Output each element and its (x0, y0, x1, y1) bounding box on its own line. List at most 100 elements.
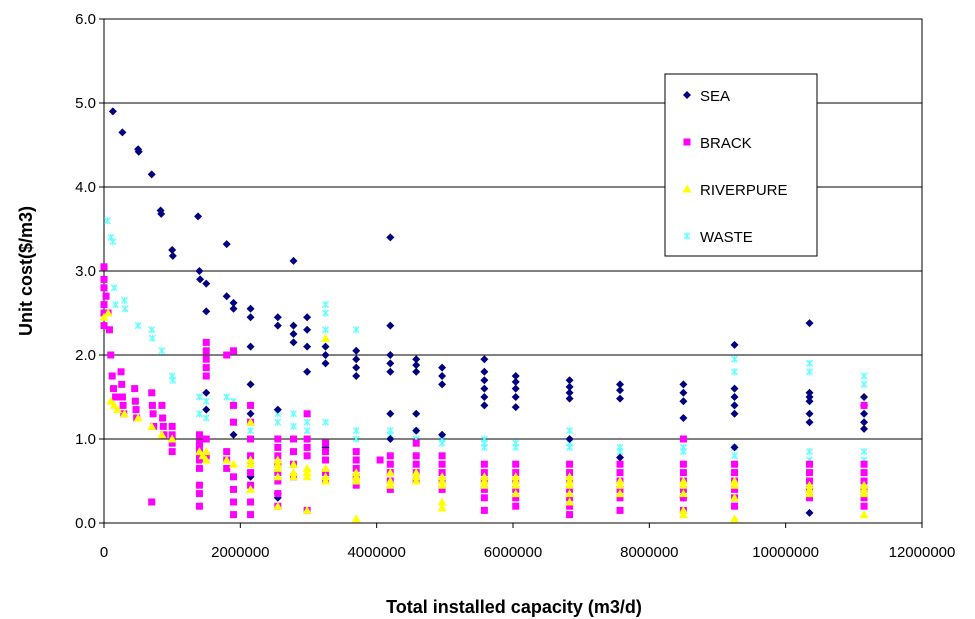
data-point-brack (148, 389, 156, 397)
data-point-brack (102, 292, 110, 300)
legend-marker-waste (683, 232, 691, 240)
data-point-sea (303, 325, 312, 334)
data-point-sea (195, 267, 204, 275)
data-point-brack (806, 469, 814, 477)
data-point-brack (290, 448, 298, 456)
data-point-waste (352, 427, 360, 435)
data-point-sea (805, 508, 814, 517)
data-point-sea (273, 321, 282, 330)
data-point-brack (352, 456, 360, 464)
data-point-brack (230, 347, 238, 355)
data-point-brack (202, 435, 210, 443)
data-point-sea (246, 313, 255, 322)
y-tick-label: 0.0 (75, 515, 96, 532)
data-point-riverpure (678, 476, 688, 485)
data-point-sea (511, 377, 520, 386)
data-point-brack (679, 469, 687, 477)
data-point-riverpure (119, 409, 129, 418)
legend-label: BRACK (700, 135, 752, 152)
data-point-brack (131, 397, 139, 405)
data-point-brack (202, 364, 210, 372)
data-point-sea (480, 384, 489, 393)
data-point-riverpure (201, 455, 211, 464)
data-point-riverpure (859, 489, 869, 498)
data-point-riverpure (321, 463, 331, 472)
data-point-sea (222, 292, 231, 301)
data-point-waste (512, 443, 520, 451)
data-point-riverpure (321, 476, 331, 485)
data-point-sea (168, 246, 177, 254)
data-point-sea (273, 313, 282, 322)
data-point-brack (159, 414, 167, 422)
data-point-sea (289, 330, 298, 338)
data-point-riverpure (565, 480, 575, 489)
data-point-waste (322, 309, 330, 317)
data-point-brack (616, 460, 624, 468)
data-point-sea (118, 128, 127, 137)
data-point-sea (565, 435, 574, 443)
data-point-sea (805, 393, 814, 401)
data-point-waste (223, 393, 231, 401)
data-point-waste (438, 439, 446, 447)
data-point-brack (195, 481, 203, 489)
data-point-riverpure (615, 480, 625, 489)
data-point-waste (169, 376, 177, 384)
data-point-brack (110, 385, 118, 393)
data-point-waste (103, 217, 111, 225)
data-point-brack (480, 494, 488, 502)
data-point-sea (229, 430, 238, 439)
data-point-sea (157, 209, 166, 218)
data-point-brack (566, 460, 574, 468)
data-point-riverpure (289, 472, 299, 481)
data-point-brack (118, 393, 126, 401)
data-point-sea (860, 418, 869, 427)
data-point-brack (195, 439, 203, 447)
data-point-sea (386, 435, 395, 443)
data-point-riverpure (565, 489, 575, 498)
data-point-riverpure (273, 463, 283, 472)
data-point-riverpure (730, 480, 740, 489)
data-point-brack (322, 439, 330, 447)
data-point-sea (386, 233, 395, 242)
data-point-brack (107, 351, 115, 359)
data-point-riverpure (859, 510, 869, 519)
data-point-brack (438, 485, 446, 493)
data-point-sea (565, 382, 574, 391)
data-point-sea (202, 388, 211, 397)
data-point-brack (195, 464, 203, 472)
data-point-brack (223, 464, 231, 472)
data-point-riverpure (805, 480, 815, 489)
data-point-brack (118, 380, 126, 388)
data-point-riverpure (479, 480, 489, 489)
data-point-sea (616, 386, 625, 395)
data-point-riverpure (351, 514, 361, 523)
data-point-waste (731, 368, 739, 376)
data-point-brack (202, 355, 210, 363)
data-point-brack (438, 452, 446, 460)
x-tick-label: 10000000 (752, 544, 819, 561)
data-point-brack (223, 448, 231, 456)
data-point-waste (202, 414, 210, 422)
data-point-brack (322, 448, 330, 456)
data-point-waste (148, 326, 156, 334)
data-point-sea (303, 313, 312, 322)
data-point-brack (480, 506, 488, 514)
data-point-brack (303, 443, 311, 451)
data-point-brack (566, 502, 574, 510)
data-point-riverpure (805, 489, 815, 498)
data-point-waste (322, 418, 330, 426)
data-point-sea (352, 355, 361, 364)
data-point-brack (230, 511, 238, 519)
data-point-riverpure (437, 480, 447, 489)
data-point-sea (730, 409, 739, 418)
x-axis-ticks: 0 2000000 4000000 6000000 8000000 10000000 120… (100, 523, 955, 561)
data-point-brack (512, 494, 520, 502)
data-point-sea (134, 147, 143, 156)
legend-marker-riverpure (682, 184, 692, 193)
data-point-brack (230, 485, 238, 493)
legend-label: RIVERPURE (700, 182, 788, 199)
data-point-sea (108, 107, 117, 116)
data-point-brack (679, 494, 687, 502)
data-point-brack (480, 485, 488, 493)
data-point-brack (412, 460, 420, 468)
